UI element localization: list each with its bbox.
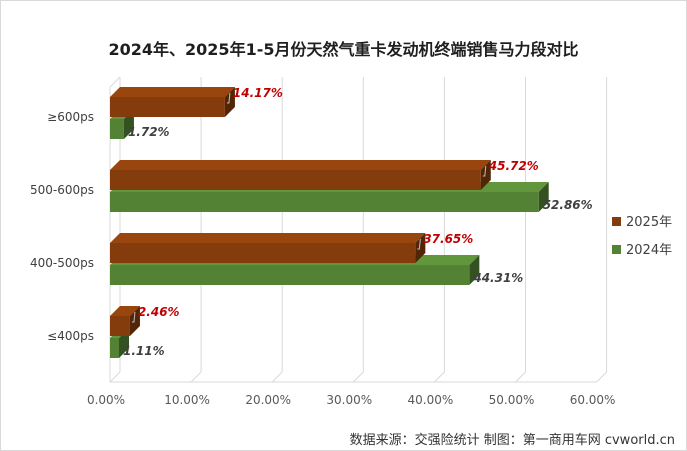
x-tick-label: 10.00% (164, 393, 210, 407)
data-label-2025: 37.65% (423, 232, 473, 246)
data-label-2025: 2.46% (138, 305, 180, 319)
category-label: 500-600ps (30, 183, 94, 197)
bar-2025 (110, 160, 491, 190)
x-tick-label: 40.00% (408, 393, 454, 407)
x-tick-label: 20.00% (245, 393, 291, 407)
gridline-floor (271, 371, 283, 383)
data-label-2024: 1.72% (128, 125, 170, 139)
bar-2025 (110, 87, 235, 117)
bar-2025 (110, 233, 426, 263)
data-label-2024: 52.86% (543, 198, 593, 212)
data-label-leader (417, 238, 421, 250)
gridline-floor (596, 371, 607, 383)
legend-label: 2025年 (626, 215, 672, 230)
category-label: 400-500ps (30, 256, 94, 270)
legend-swatch (612, 217, 621, 226)
data-label-2025: 45.72% (488, 159, 539, 173)
legend-swatch (612, 245, 621, 254)
x-tick-label: 30.00% (326, 393, 372, 407)
data-label-leader (226, 92, 231, 104)
data-label-leader (131, 311, 136, 323)
x-tick-label: 60.00% (570, 393, 616, 407)
legend-label: 2024年 (626, 243, 672, 258)
gridline-floor (109, 371, 121, 383)
data-label-2024: 1.11% (123, 344, 165, 358)
data-label-2025: 14.17% (233, 86, 283, 100)
x-tick-label: 50.00% (489, 393, 535, 407)
gridline-floor (434, 371, 445, 383)
category-label: ≤400ps (47, 329, 94, 343)
bar-2025 (110, 306, 140, 336)
gridline-floor (190, 371, 202, 383)
gridline-floor (515, 371, 526, 383)
chart-title: 2024年、2025年1-5月份天然气重卡发动机终端销售马力段对比 (108, 40, 579, 59)
x-tick-label: 0.00% (87, 393, 125, 407)
data-label-leader (482, 165, 487, 177)
wall-edge (109, 76, 121, 88)
category-label: ≥600ps (47, 110, 94, 124)
gridline-floor (352, 371, 364, 383)
source-note: 数据来源：交强险统计 制图：第一商用车网 cvworld.cn (349, 433, 675, 448)
data-label-2024: 44.31% (472, 271, 523, 285)
